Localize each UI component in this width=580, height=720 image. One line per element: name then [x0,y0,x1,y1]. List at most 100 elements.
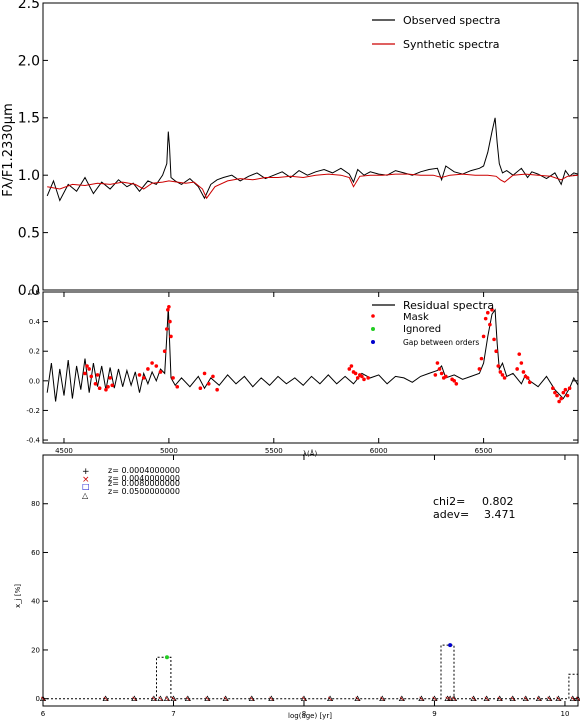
age-bin-cross [451,696,457,701]
synthetic-spectra-line [47,173,579,200]
age-bin-cross [301,696,307,701]
mask-point [347,367,352,371]
observed-spectra-line [46,117,579,202]
mask-point [496,364,501,368]
age-bin-cross [355,696,360,701]
age-bin-marker [431,695,438,702]
mask-point [485,310,490,315]
mask-point [525,376,530,380]
mask-point [477,367,482,371]
mask-point [202,371,207,376]
mask-point [483,316,488,321]
fit-stats: chi2= 0.802 adev= 3.471 [433,495,516,521]
age-bin-cross [445,696,450,701]
y-tick-label: -0.4 [26,436,40,444]
y-tick-label: 0.0 [29,377,40,385]
mask-point [167,305,171,309]
legend-synthetic-label: Synthetic spectra [403,38,500,51]
age-bin-cross [151,696,156,701]
age-bin-marker [509,695,516,702]
residual-panel: -0.4 -0.2 0.0 0.2 0.4 0.6 4500 5000 5500 6000 650… [26,288,579,458]
age-bin-marker [483,695,490,702]
mask-point [559,396,564,401]
mask-point [83,371,87,376]
x-tick-label: 6500 [475,447,493,455]
residual-spectra-line [46,306,579,402]
mask-point [479,356,484,361]
mask-point [175,384,180,389]
mask-point [95,373,100,377]
age-bin-cross [432,696,437,701]
mask-point [515,367,519,371]
mask-point [164,327,169,331]
legend-z4-symbol: △ [82,491,89,500]
y-tick-label: 0.6 [29,288,41,296]
age-bin-marker [470,695,477,702]
age-bin-marker [39,695,47,702]
mask-point [360,374,364,379]
x-tick-label: 7 [171,710,175,718]
legend-mask-label: Mask [403,312,429,323]
mask-point [366,376,370,380]
age-bin-marker [102,695,109,702]
age-bin-marker [131,695,138,702]
age-bin-cross [448,696,453,701]
y-tick-label: 60 [31,549,40,557]
y-tick-label: 0.0 [18,283,40,299]
y-tick-label: 1.0 [18,168,40,184]
mask-point [349,364,354,368]
mask-point [104,387,108,392]
mask-point [435,361,440,365]
mask-point [452,379,457,383]
mask-point [521,370,526,374]
age-bin-marker [326,695,334,702]
mask-point [555,393,559,398]
age-bin-marker [546,695,553,702]
mask-point [494,349,498,354]
population-x-axis-label: log(age) [yr] [288,712,332,720]
x-tick-label: 6 [41,710,46,718]
age-bin-cross [536,696,541,701]
population-bars-line [43,644,579,700]
mask-point [433,373,438,377]
age-bin-cross [497,696,502,701]
residual-y-ticks: -0.4 -0.2 0.0 0.2 0.4 0.6 [26,288,578,444]
age-bin-cross [399,696,404,701]
age-bin-marker [450,695,458,702]
age-bin-marker [569,695,576,702]
mask-point [355,376,360,380]
mask-point [215,387,219,392]
y-tick-label: 2.5 [18,0,40,12]
x-tick-label: 4500 [55,447,73,455]
age-bin-cross [103,696,108,701]
residual-legend: Residual spectra Mask Ignored Gap betwee… [371,299,494,347]
age-bin-cross [269,696,274,701]
mask-point [169,334,173,339]
residual-x-ticks: 4500 5000 5500 6000 6500 [55,292,493,455]
age-bin-cross [547,696,552,701]
mask-point [206,381,211,386]
spectrum-series [46,117,579,202]
age-bin-cross [223,696,228,701]
age-bin-marker [496,695,503,702]
mask-point [211,374,215,379]
mask-point [150,361,154,365]
x-tick-label: 8 [302,710,306,718]
y-tick-label: 40 [31,598,40,606]
highlight-point [448,643,453,648]
mask-point [481,334,486,339]
adev-value: 3.471 [484,508,516,521]
mask-point [437,367,442,371]
mask-point [353,371,358,376]
legend-z3-symbol: □ [82,482,90,491]
legend-ignored-label: Ignored [403,324,441,335]
age-bin-cross [471,696,476,701]
age-bin-cross [556,696,561,701]
mask-point [553,390,557,395]
spectrum-plot-frame [42,2,579,291]
mask-point [492,337,496,342]
age-bin-cross [523,696,528,701]
population-y-axis-label: x_j [%] [14,584,22,608]
mask-point [519,361,524,365]
age-bin-cross [575,696,580,701]
